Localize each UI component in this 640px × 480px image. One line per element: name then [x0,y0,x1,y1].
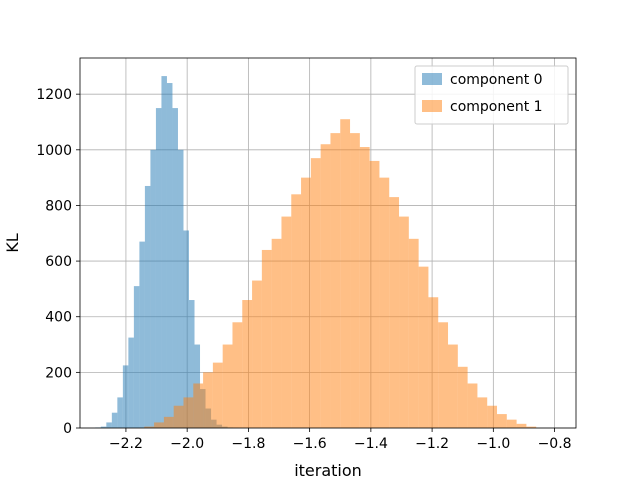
x-tick-label-1: −2.0 [170,436,204,452]
bar-component-0-bin-5 [122,365,129,428]
y-axis-label: KL [3,233,22,252]
bar-component-1-bin-29 [428,297,439,428]
legend-swatch-component-0 [422,73,442,85]
bar-component-1-bin-32 [457,366,468,428]
x-tick-label-6: −1.0 [476,436,510,452]
x-axis-label: iteration [294,461,362,480]
bar-component-0-bin-15 [177,149,184,428]
legend-swatch-component-1 [422,100,442,112]
bar-component-1-bin-25 [389,197,400,428]
bar-component-1-bin-13 [271,238,282,428]
bar-component-1-bin-34 [477,397,488,428]
bar-component-1-bin-15 [291,194,302,428]
bar-component-1-bin-3 [173,405,184,428]
bar-component-1-bin-38 [516,423,527,428]
bar-component-1-bin-5 [193,383,204,428]
legend: component 0 component 1 [414,65,569,125]
bars [95,76,537,429]
bar-component-1-bin-28 [418,266,429,428]
bar-component-1-bin-9 [232,322,243,428]
legend-label-component-0: component 0 [450,72,543,88]
bar-component-0-bin-2 [106,422,112,428]
y-tick-label-1: 200 [45,365,72,381]
bar-component-1-bin-7 [212,362,223,428]
bar-component-1-bin-8 [222,344,233,428]
x-tick-label-3: −1.6 [293,436,327,452]
y-tick-label-0: 0 [63,421,72,437]
bar-component-0-bin-14 [172,108,178,428]
bar-component-1-bin-35 [487,405,498,428]
y-axis-ticks: 0 200 400 600 800 1000 1200 [36,87,80,437]
bar-component-0-bin-13 [166,83,173,428]
x-tick-label-7: −0.8 [538,436,572,452]
x-axis-ticks: −2.2 −2.0 −1.8 −1.6 −1.4 −1.2 −1.0 −0.8 [109,428,572,452]
bar-component-1-bin-39 [526,426,537,428]
bar-component-1-bin-20 [340,119,351,429]
bar-component-0-bin-4 [117,397,123,428]
bar-component-1-bin-10 [242,300,253,428]
bar-component-1-bin-11 [252,280,262,428]
y-tick-label-4: 800 [45,198,72,214]
bar-component-1-bin-22 [359,147,370,428]
bar-component-0-bin-3 [111,412,118,428]
legend-box [414,65,569,125]
bar-component-1-bin-23 [369,160,380,429]
bar-component-0-bin-7 [133,286,140,428]
y-tick-label-6: 1200 [36,87,72,103]
bar-component-1-bin-36 [497,414,507,428]
bar-component-0-bin-6 [128,337,134,428]
bar-component-1-bin-31 [448,344,458,428]
y-tick-label-2: 400 [45,310,72,326]
bar-component-1-bin-4 [183,397,194,428]
bar-component-1-bin-19 [330,133,341,428]
bar-component-1-bin-33 [467,383,478,428]
bar-component-0-bin-17 [188,300,195,428]
bar-component-1-bin-17 [310,158,321,428]
bar-component-1-bin-14 [281,216,292,428]
bar-component-1-bin-6 [203,372,213,428]
bar-component-1-bin-2 [163,416,174,428]
bar-component-1-bin-26 [399,216,409,428]
x-tick-label-5: −1.2 [415,436,449,452]
bar-component-0-bin-11 [155,108,162,428]
y-tick-label-3: 600 [45,254,72,270]
bar-component-0-bin-8 [139,241,145,428]
x-tick-label-0: −2.2 [109,436,143,452]
bar-component-0-bin-12 [161,76,167,429]
legend-label-component-1: component 1 [450,99,543,115]
bar-component-1-bin-21 [350,133,360,428]
bar-component-1-bin-1 [154,422,164,428]
bar-component-1-bin-0 [144,426,155,428]
bar-component-1-bin-24 [379,177,390,428]
x-tick-label-4: −1.4 [354,436,388,452]
bar-component-1-bin-12 [261,249,272,428]
bar-component-0-bin-10 [150,149,156,428]
bar-component-1-bin-16 [301,177,311,428]
bar-component-1-bin-18 [320,144,331,428]
bar-component-1-bin-37 [506,419,517,428]
x-tick-label-2: −1.8 [231,436,265,452]
bar-component-1-bin-30 [438,322,449,428]
y-tick-label-5: 1000 [36,143,72,159]
plot-frame [79,57,577,429]
bar-component-1-bin-27 [408,238,419,428]
bar-component-0-bin-1 [100,426,107,428]
bar-component-0-bin-9 [144,185,151,428]
bar-component-0-bin-16 [183,230,189,428]
